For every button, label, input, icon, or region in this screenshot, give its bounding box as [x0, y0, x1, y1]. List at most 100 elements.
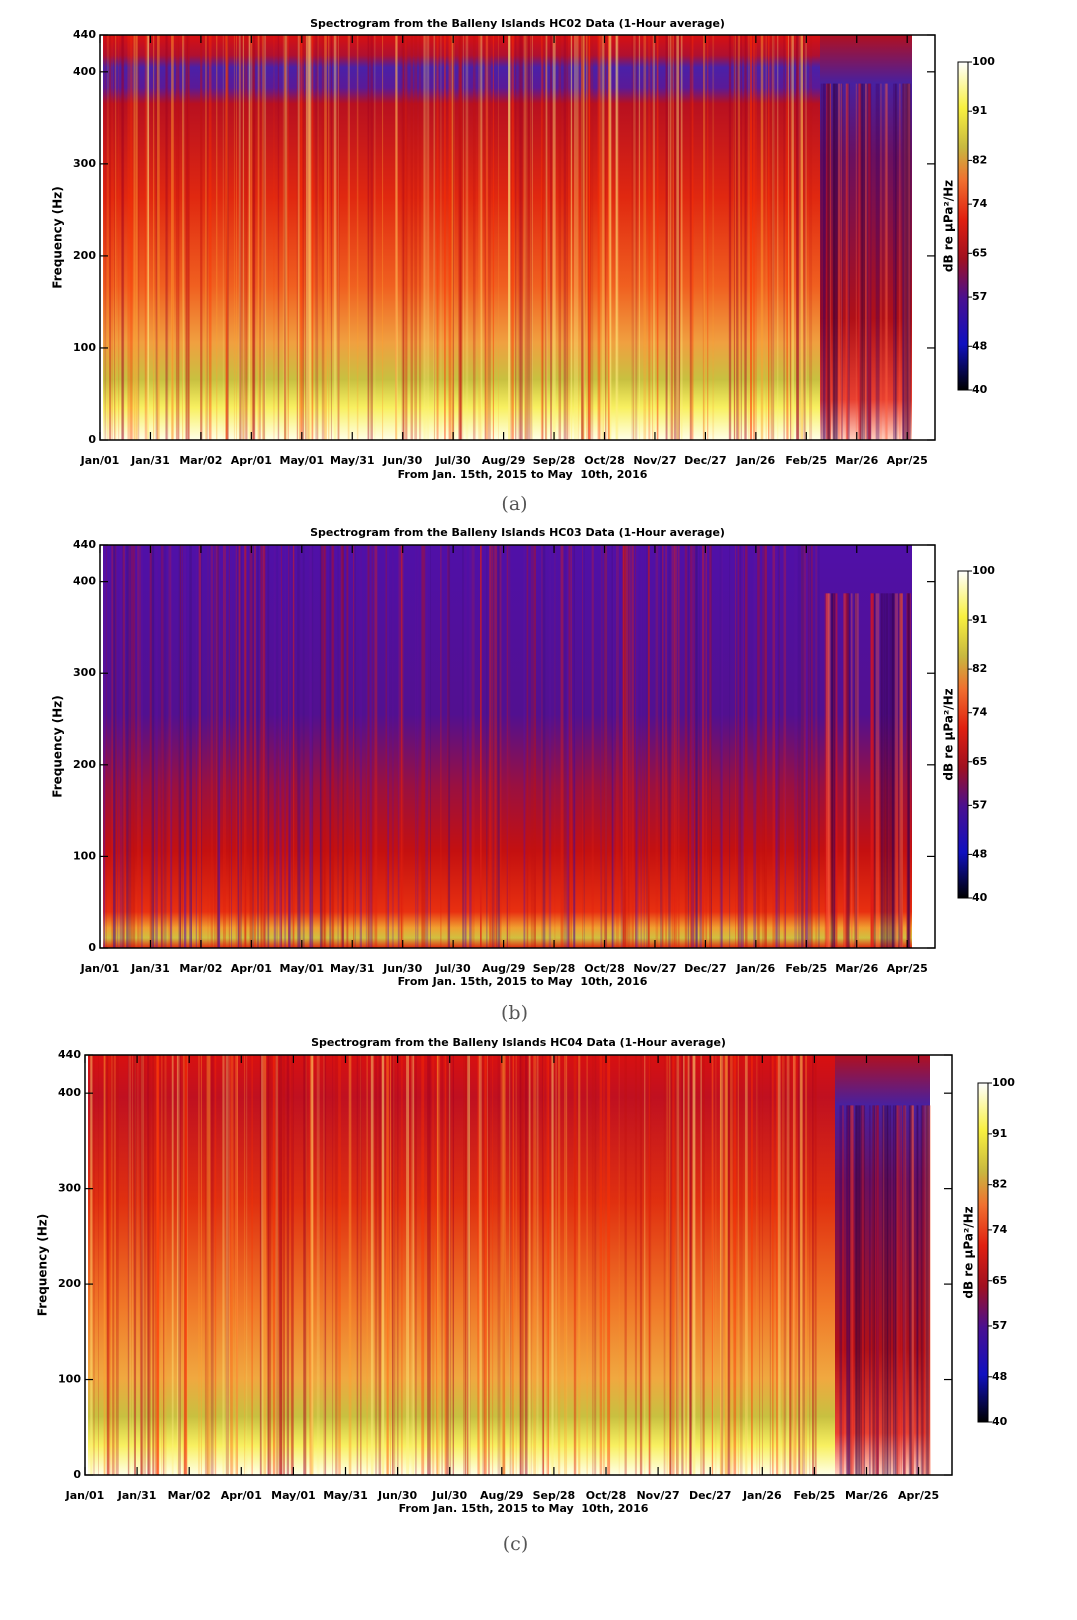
spectrogram-stripe: [845, 593, 849, 948]
spectrogram-stripe: [750, 35, 752, 440]
spectrogram-stripe: [195, 545, 197, 948]
spectrogram-stripe: [908, 593, 910, 948]
spectrogram-stripe: [691, 35, 694, 440]
spectrogram-stripe: [297, 35, 300, 440]
spectrogram-stripe: [236, 1055, 239, 1475]
spectrogram-stripe: [777, 545, 780, 948]
spectrogram-stripe: [737, 35, 740, 440]
spectrogram-stripe: [881, 1105, 884, 1475]
spectrogram-stripe: [639, 1055, 643, 1475]
spectrogram-stripe: [160, 545, 162, 948]
spectrogram-stripe: [106, 545, 107, 948]
spectrogram-stripe: [892, 593, 895, 948]
spectrogram-stripe: [799, 1055, 800, 1475]
y-tick-label: 100: [58, 1373, 81, 1386]
spectrogram-stripe: [415, 545, 417, 948]
spectrogram-stripe: [259, 35, 261, 440]
spectrogram-stripe: [512, 1055, 514, 1475]
x-tick-label: Apr/25: [898, 1489, 939, 1502]
spectrogram-stripe: [896, 1105, 899, 1475]
spectrogram-image: [88, 1055, 835, 1475]
spectrogram-stripe: [809, 1055, 811, 1475]
spectrogram-stripe: [459, 35, 462, 440]
spectrogram-stripe: [699, 545, 701, 948]
spectrogram-stripe: [222, 545, 226, 948]
spectrogram-stripe: [635, 545, 636, 948]
spectrogram-stripe: [859, 83, 863, 440]
spectrogram-stripe: [293, 545, 295, 948]
spectrogram-stripe: [908, 1105, 912, 1475]
spectrogram-stripe: [267, 545, 270, 948]
spectrogram-stripe: [234, 1055, 238, 1475]
x-tick-label: Sep/28: [533, 1489, 576, 1502]
spectrogram-stripe: [133, 1055, 136, 1475]
colorbar-tick-label: 82: [972, 153, 987, 166]
spectrogram-stripe: [398, 545, 402, 948]
spectrogram-stripe: [875, 83, 880, 440]
spectrogram-stripe: [648, 35, 650, 440]
spectrogram-stripe: [846, 593, 850, 948]
spectrogram-stripe: [711, 545, 712, 948]
x-tick-label: Aug/29: [480, 1489, 524, 1502]
spectrogram-stripe: [915, 1105, 919, 1475]
spectrogram-stripe: [108, 1055, 111, 1475]
colorbar-tick-label: 57: [972, 290, 987, 303]
spectrogram-stripe: [803, 545, 807, 948]
spectrogram-stripe: [415, 1055, 417, 1475]
spectrogram-stripe: [525, 35, 529, 440]
spectrogram-stripe: [907, 593, 910, 948]
spectrogram-stripe: [206, 1055, 210, 1475]
x-tick-label: Mar/02: [168, 1489, 211, 1502]
spectrogram-stripe: [822, 83, 826, 440]
spectrogram-stripe: [740, 545, 744, 948]
spectrogram-stripe: [137, 1055, 139, 1475]
spectrogram-stripe: [900, 593, 903, 948]
spectrogram-stripe: [500, 1055, 504, 1475]
spectrogram-stripe: [921, 1105, 925, 1475]
y-tick-label: 0: [73, 1468, 81, 1481]
spectrogram-stripe: [183, 1055, 186, 1475]
spectrogram-stripe: [169, 545, 173, 948]
spectrogram-stripe: [875, 1105, 879, 1475]
spectrogram-stripe: [391, 545, 394, 948]
spectrogram-stripe: [424, 35, 428, 440]
spectrogram-stripe: [198, 1055, 200, 1475]
spectrogram-stripe: [832, 593, 837, 948]
spectrogram-stripe: [465, 35, 469, 440]
spectrogram-stripe: [792, 1055, 796, 1475]
spectrogram-stripe: [137, 35, 140, 440]
spectrogram-stripe: [185, 35, 188, 440]
spectrogram-stripe: [762, 1055, 764, 1475]
spectrogram-stripe: [759, 1055, 761, 1475]
spectrogram-stripe: [540, 35, 544, 440]
spectrogram-stripe: [739, 545, 742, 948]
spectrogram-stripe: [90, 1055, 93, 1475]
spectrogram-stripe: [530, 545, 533, 948]
spectrogram-image: [820, 35, 912, 440]
spectrogram-stripe: [477, 1055, 480, 1475]
spectrogram-stripe: [864, 83, 868, 440]
x-tick-label: Jan/31: [117, 1489, 157, 1502]
spectrogram-stripe: [689, 1055, 692, 1475]
plot-frame: [99, 34, 936, 441]
spectrogram-stripe: [834, 83, 839, 440]
x-tick-label: Feb/25: [794, 1489, 836, 1502]
spectrogram-stripe: [760, 35, 764, 440]
spectrogram-stripe: [692, 545, 694, 948]
spectrogram-stripe: [287, 1055, 290, 1475]
spectrogram-stripe: [548, 545, 552, 948]
spectrogram-stripe: [804, 35, 807, 440]
spectrogram-stripe: [542, 35, 544, 440]
spectrogram-stripe: [246, 1055, 248, 1475]
spectrogram-stripe: [692, 1055, 696, 1475]
spectrogram-stripe: [875, 593, 880, 948]
spectrogram-stripe: [634, 35, 638, 440]
x-tick-label: Mar/02: [179, 454, 222, 467]
spectrogram-stripe: [652, 35, 654, 440]
spectrogram-stripe: [805, 1055, 808, 1475]
spectrogram-stripe: [308, 35, 310, 440]
spectrogram-stripe: [793, 1055, 796, 1475]
spectrogram-stripe: [797, 545, 801, 948]
spectrogram-stripe: [623, 545, 627, 948]
spectrogram-stripe: [808, 545, 811, 948]
